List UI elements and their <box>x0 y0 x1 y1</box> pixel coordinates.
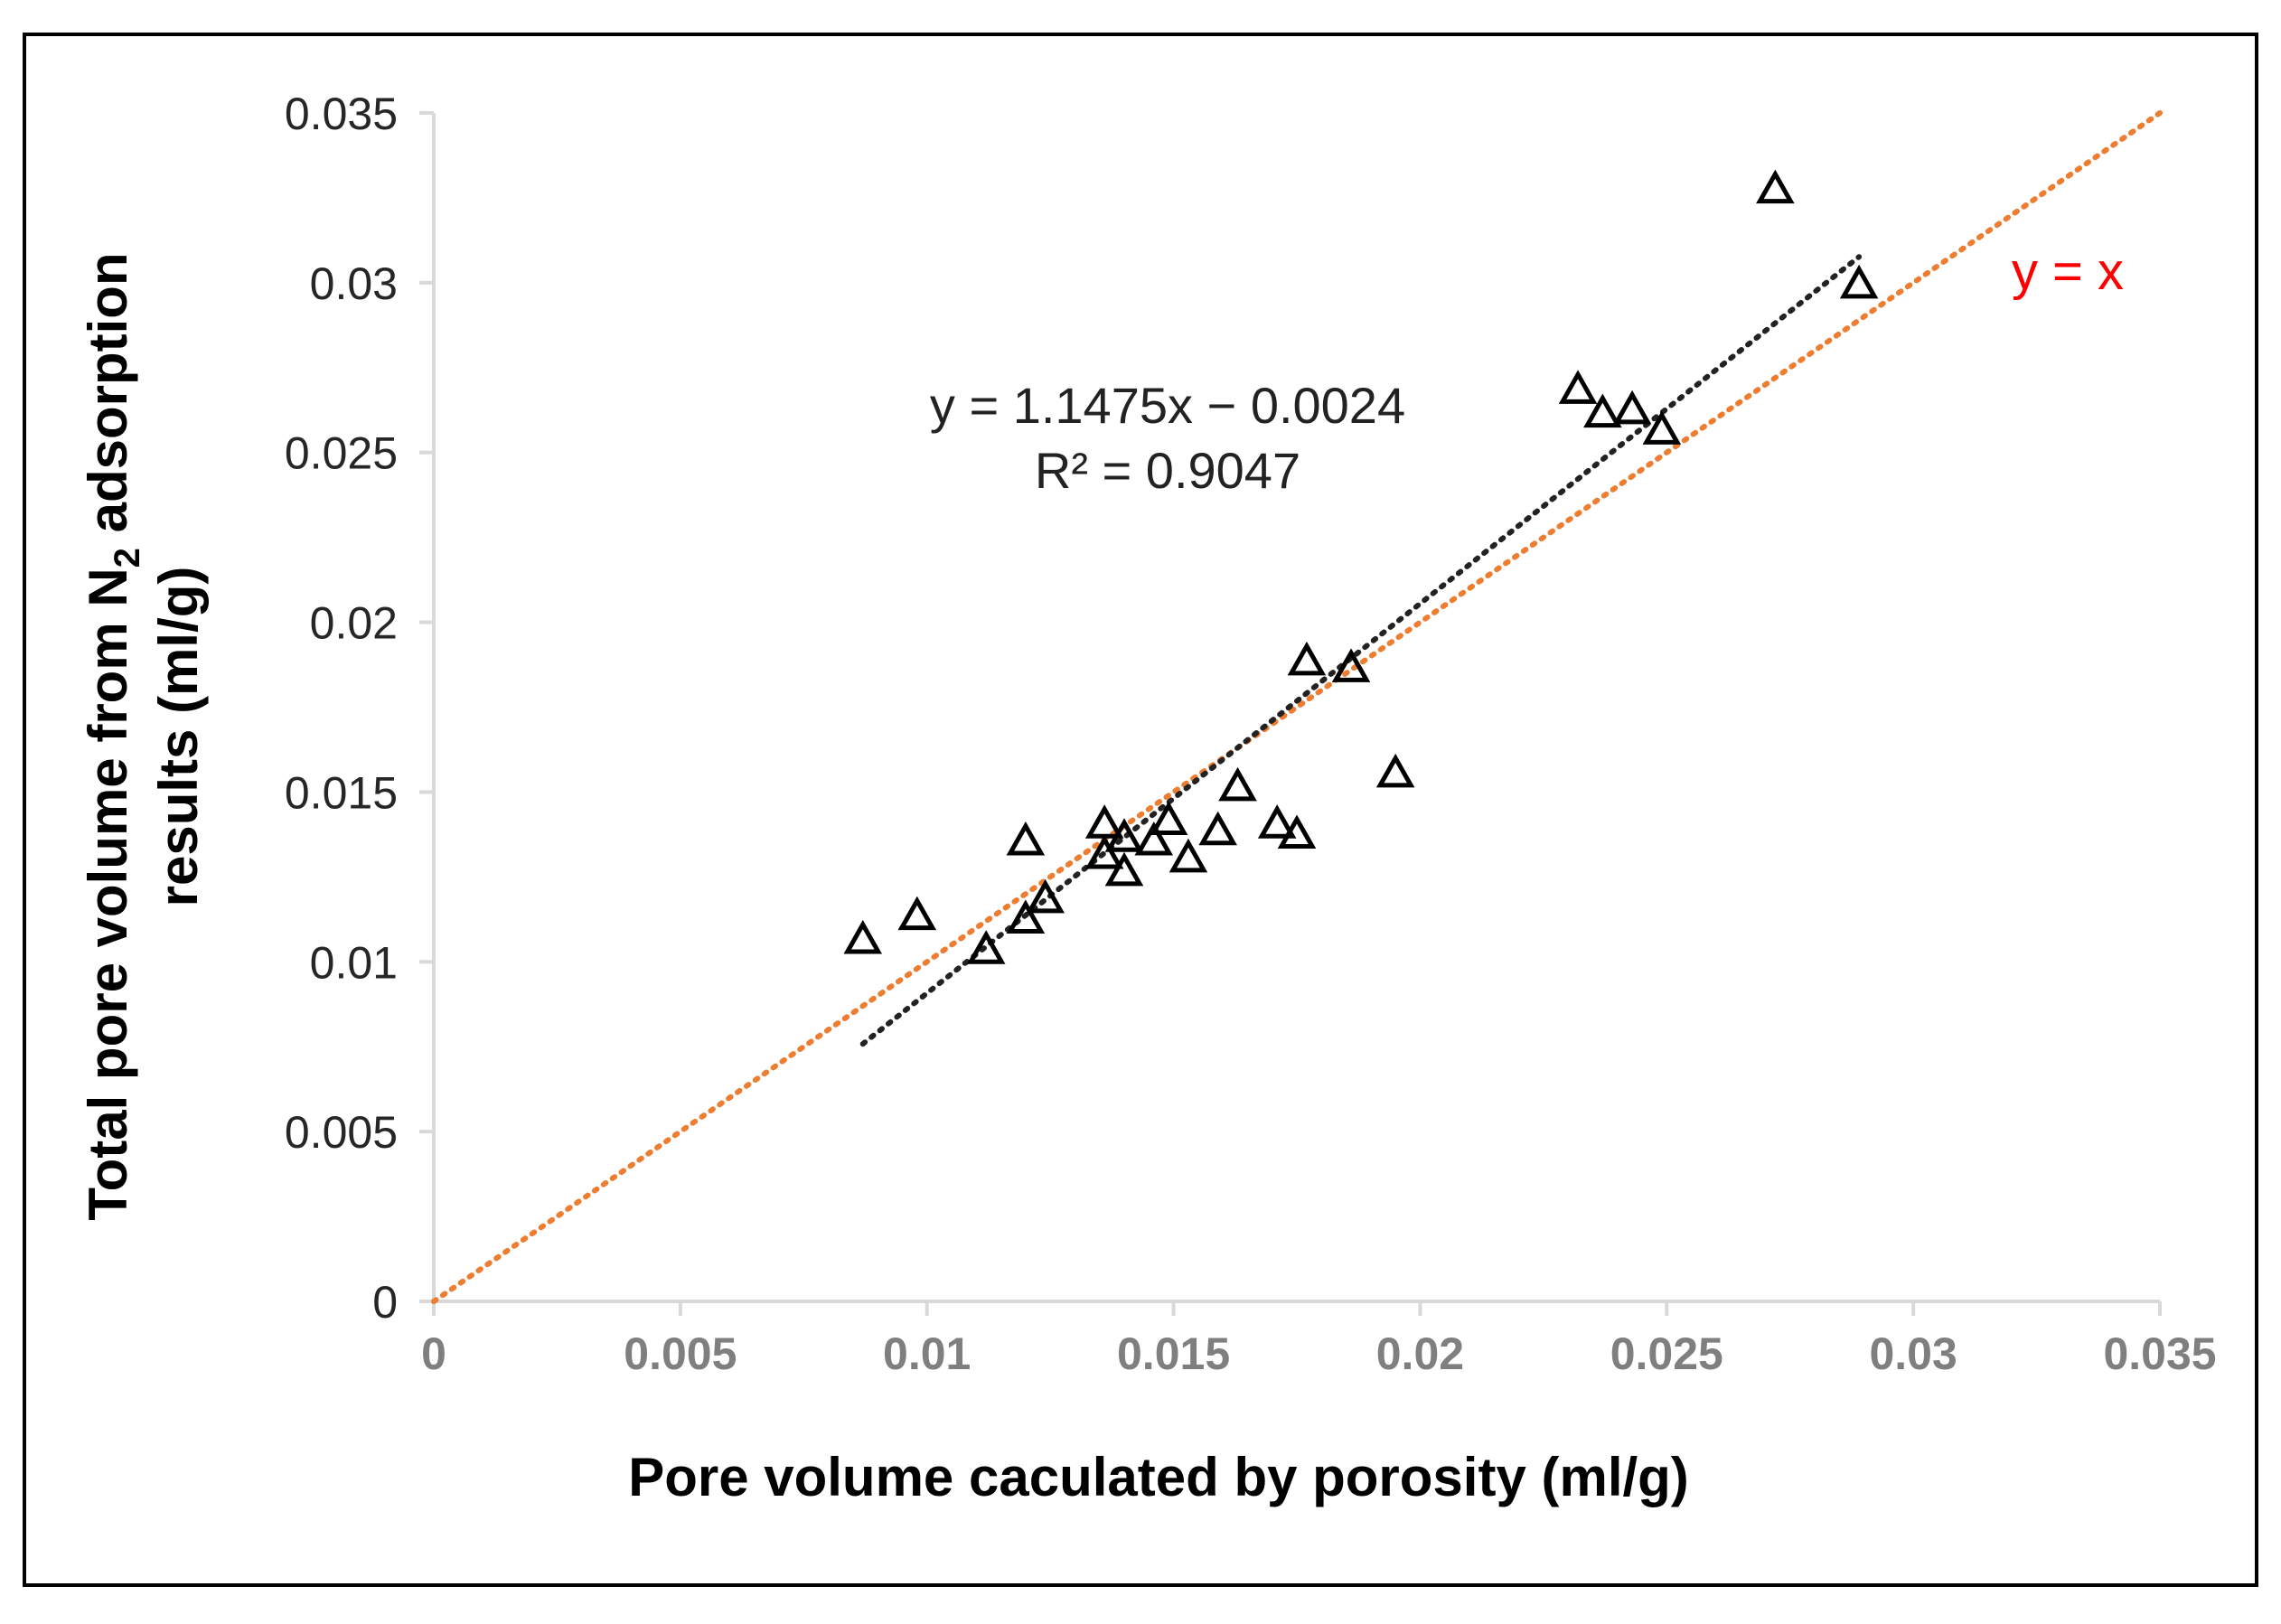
data-point <box>1169 838 1208 873</box>
data-point <box>1612 390 1652 425</box>
tick-labels: 0 0.005 0.01 0.015 0.02 0.025 0.03 0.035 0 0.005 0… <box>285 89 2217 1379</box>
x-tick-label: 0 <box>421 1328 446 1379</box>
data-point <box>843 919 883 954</box>
data-point <box>1287 641 1327 676</box>
data-point <box>1331 648 1371 682</box>
identity-line <box>431 110 2163 1304</box>
y-axis-title-line-2: results (ml/g) <box>148 567 209 907</box>
x-tick-label: 0.005 <box>624 1328 737 1379</box>
y-tick-label: 0.03 <box>310 258 398 309</box>
x-tick-label: 0.015 <box>1117 1328 1230 1379</box>
y-tick-label: 0.035 <box>285 89 398 139</box>
data-point <box>1642 410 1682 445</box>
data-point <box>1149 801 1188 835</box>
data-point <box>1218 766 1257 802</box>
data-point <box>1558 370 1598 404</box>
data-point <box>1583 393 1622 428</box>
data-point <box>1006 899 1046 934</box>
data-point <box>1084 834 1124 869</box>
data-point <box>966 930 1006 964</box>
y-axis-title-line-1: Total pore volume from N2 adsorption <box>78 252 147 1220</box>
y-tick-label: 0.025 <box>285 428 398 479</box>
y-tick-label: 0.015 <box>285 767 398 818</box>
data-point <box>1104 818 1144 852</box>
data-point <box>1257 804 1297 839</box>
r-squared-label: R² = 0.9047 <box>1035 442 1300 499</box>
x-tick-label: 0.02 <box>1376 1328 1464 1379</box>
data-points <box>843 169 1879 964</box>
data-point <box>897 896 937 931</box>
data-point <box>1104 851 1144 887</box>
y-tick-label: 0.005 <box>285 1107 398 1158</box>
data-point <box>1277 814 1317 850</box>
trendline-equation: y = 1.1475x − 0.0024 <box>930 377 1405 434</box>
y-tick-label: 0 <box>372 1277 398 1328</box>
x-tick-label: 0.01 <box>883 1328 971 1379</box>
x-tick-label: 0.03 <box>1869 1328 1957 1379</box>
data-point <box>1756 169 1795 204</box>
y-axis-title: Total pore volume from N2 adsorption res… <box>78 252 209 1220</box>
fit-lines <box>431 110 2163 1304</box>
x-tick-label: 0.025 <box>1610 1328 1723 1379</box>
chart-border <box>23 33 2258 1587</box>
y-tick-label: 0.01 <box>310 937 398 988</box>
y-tick-label: 0.02 <box>310 598 398 649</box>
data-point <box>1006 821 1046 856</box>
data-point <box>1134 821 1174 856</box>
data-point <box>1198 811 1237 846</box>
data-point <box>1026 878 1065 914</box>
data-point <box>1839 264 1879 299</box>
x-tick-label: 0.035 <box>2103 1328 2216 1379</box>
x-axis-title: Pore volume caculated by porosity (ml/g) <box>628 1447 1689 1507</box>
identity-line-label: y = x <box>2012 242 2124 301</box>
data-point <box>1375 753 1415 788</box>
axes <box>419 111 2162 1316</box>
